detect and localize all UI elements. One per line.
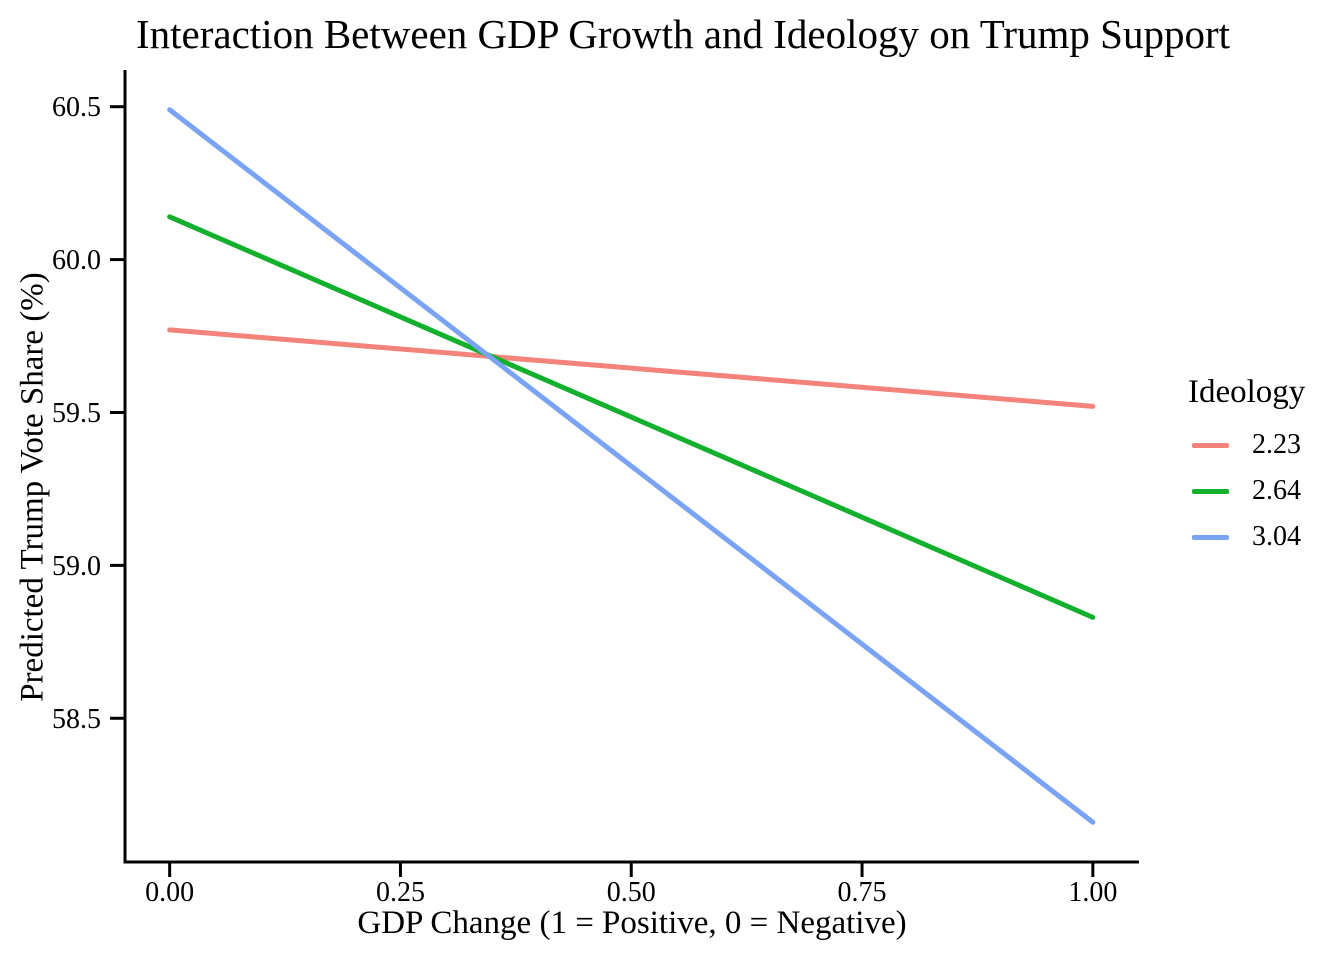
chart-title: Interaction Between GDP Growth and Ideol… bbox=[136, 11, 1230, 57]
x-tick-label: 1.00 bbox=[1068, 877, 1117, 908]
y-tick-label: 60.0 bbox=[52, 245, 101, 276]
legend-entry: 2.23 bbox=[1188, 422, 1305, 468]
legend: Ideology 2.23 2.64 3.04 bbox=[1188, 372, 1305, 560]
series-line-3.04 bbox=[167, 107, 1096, 825]
series-line-2.64 bbox=[167, 214, 1096, 620]
legend-key-line-icon bbox=[1192, 534, 1229, 540]
legend-entry-label: 3.04 bbox=[1252, 521, 1301, 552]
x-axis-title: GDP Change (1 = Positive, 0 = Negative) bbox=[357, 905, 907, 941]
series-line-2.23 bbox=[167, 327, 1096, 409]
y-tick-label: 59.0 bbox=[52, 551, 101, 582]
y-tick-label: 59.5 bbox=[52, 398, 101, 429]
x-tick-label: 0.00 bbox=[145, 877, 194, 908]
legend-title: Ideology bbox=[1188, 374, 1306, 410]
legend-key-line-icon bbox=[1192, 442, 1229, 448]
x-tick-label: 0.50 bbox=[607, 877, 656, 908]
x-tick-label: 0.75 bbox=[838, 877, 887, 908]
y-tick-label: 60.5 bbox=[52, 92, 101, 123]
legend-entry: 3.04 bbox=[1188, 514, 1305, 560]
legend-entries: 2.23 2.64 3.04 bbox=[1188, 422, 1305, 560]
y-axis-title: Predicted Trump Vote Share (%) bbox=[14, 272, 51, 702]
x-tick-label: 0.25 bbox=[376, 877, 425, 908]
legend-entry: 2.64 bbox=[1188, 468, 1305, 514]
legend-entry-label: 2.64 bbox=[1252, 475, 1301, 506]
y-tick-label: 58.5 bbox=[52, 704, 101, 735]
legend-key-line-icon bbox=[1192, 488, 1229, 494]
legend-entry-label: 2.23 bbox=[1252, 429, 1301, 460]
